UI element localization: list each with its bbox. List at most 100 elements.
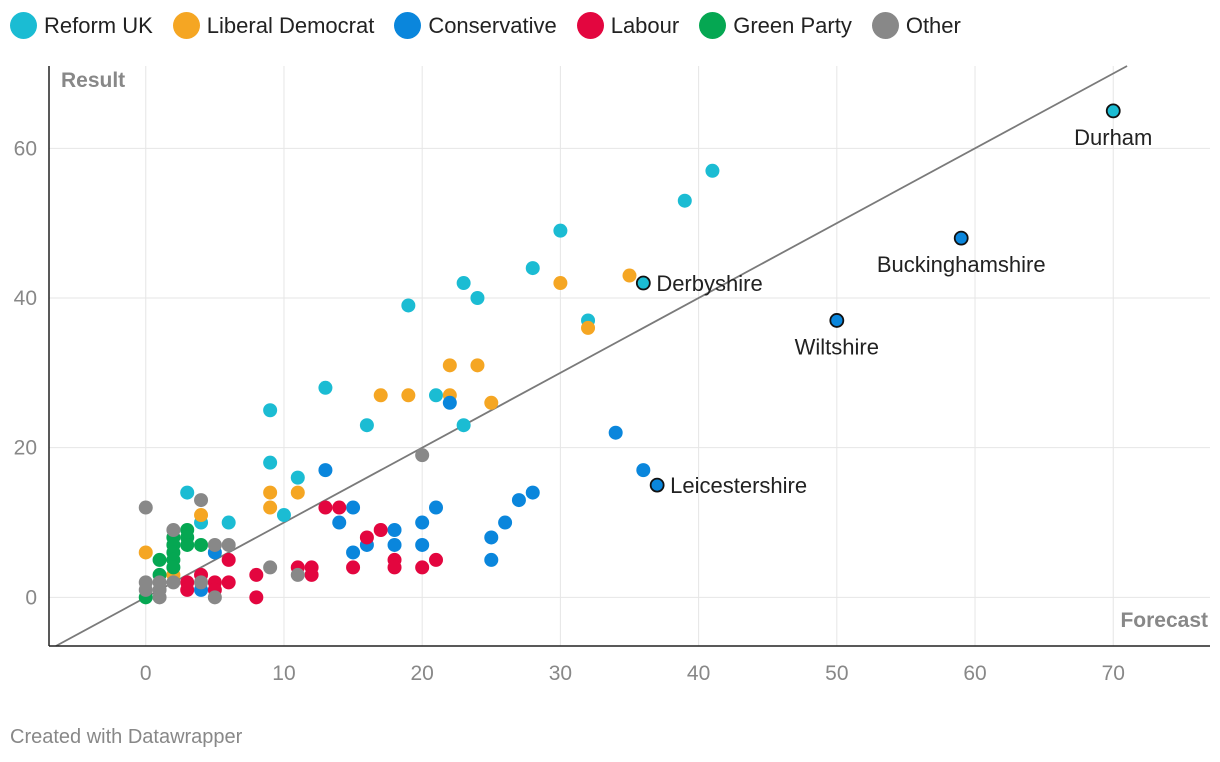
point-libdem — [290, 485, 305, 500]
point-other — [166, 575, 181, 590]
point-green — [166, 560, 181, 575]
point-con — [511, 493, 526, 508]
point-green — [194, 537, 209, 552]
point-other — [263, 560, 278, 575]
point-reform — [705, 163, 720, 178]
annotation-wiltshire: Wiltshire — [795, 334, 879, 359]
point-other — [194, 493, 209, 508]
x-tick-label-30: 30 — [549, 662, 572, 685]
point-con — [429, 500, 443, 515]
highlighted-points: Durham Buckinghamshire Derbyshire Wiltshire… — [635, 103, 1152, 498]
legend-swatch-conservative — [394, 12, 422, 39]
point-reform — [318, 380, 333, 395]
point-reform — [401, 298, 416, 313]
point-libdem — [581, 320, 596, 335]
point-con — [484, 530, 499, 545]
point-libdem — [263, 500, 278, 515]
legend-item-other[interactable]: Other — [871, 12, 961, 39]
point-other — [152, 590, 167, 605]
legend-label-labour: Labour — [610, 12, 680, 38]
point-reform — [276, 508, 291, 523]
point-reform — [470, 291, 485, 305]
point-other — [221, 537, 236, 552]
legend-swatch-reform-uk — [10, 12, 37, 39]
point-other — [138, 582, 153, 597]
highlight-point-leicestershire — [649, 477, 665, 493]
legend-label-reform-uk: Reform UK — [44, 12, 153, 38]
point-con — [608, 425, 623, 440]
point-lab — [304, 567, 319, 582]
point-green — [180, 537, 195, 552]
legend-swatch-green-party — [699, 12, 727, 39]
legend-item-reform-uk[interactable]: Reform UK — [10, 12, 153, 39]
point-con — [387, 537, 402, 552]
point-con — [498, 515, 513, 530]
x-tick-label-70: 70 — [1102, 662, 1125, 685]
highlight-point-wiltshire — [829, 313, 845, 328]
point-lab — [346, 560, 361, 575]
point-other — [207, 590, 222, 605]
point-reform — [429, 388, 443, 403]
point-lab — [373, 523, 388, 537]
highlight-point-durham — [1105, 103, 1121, 119]
point-reform — [359, 418, 374, 433]
point-con — [415, 515, 430, 530]
annotation-durham: Durham — [1074, 125, 1152, 150]
point-libdem — [194, 508, 209, 523]
point-con — [525, 485, 540, 500]
point-reform — [290, 470, 305, 485]
highlight-point-buckinghamshire — [953, 230, 969, 246]
point-lab — [318, 500, 333, 515]
legend-label-conservative: Conservative — [428, 12, 557, 38]
x-tick-label-20: 20 — [410, 662, 433, 685]
point-libdem — [263, 485, 278, 500]
legend-label-liberal-democrat: Liberal Democrat — [206, 12, 375, 38]
point-reform — [263, 455, 278, 470]
point-lab — [249, 567, 264, 582]
legend-item-conservative[interactable]: Conservative — [394, 12, 557, 39]
point-green — [152, 552, 167, 567]
x-tick-label-40: 40 — [687, 662, 710, 685]
point-lab — [249, 590, 264, 605]
data-points — [138, 163, 720, 605]
legend-label-green-party: Green Party — [733, 12, 852, 38]
y-tick-label-40: 40 — [14, 287, 37, 310]
point-con — [442, 395, 457, 410]
point-libdem — [470, 358, 485, 373]
point-con — [415, 537, 430, 552]
legend-item-green-party[interactable]: Green Party — [699, 12, 852, 39]
reference-line — [55, 65, 1128, 647]
point-other — [138, 500, 153, 515]
point-con — [332, 515, 347, 530]
point-libdem — [401, 388, 416, 403]
y-tick-label-20: 20 — [14, 437, 37, 460]
point-reform — [263, 403, 278, 418]
legend-swatch-labour — [576, 12, 604, 39]
point-reform — [677, 193, 692, 208]
point-lab — [415, 560, 430, 575]
point-other — [290, 567, 305, 582]
legend-item-liberal-democrat[interactable]: Liberal Democrat — [172, 12, 375, 39]
point-libdem — [622, 268, 637, 283]
annotation-buckinghamshire: Buckinghamshire — [877, 252, 1046, 277]
point-reform — [180, 485, 195, 500]
point-reform — [525, 261, 540, 276]
point-reform — [553, 223, 568, 238]
y-axis-title: Result — [61, 69, 125, 92]
legend-item-labour[interactable]: Labour — [576, 12, 680, 39]
point-other — [207, 537, 222, 552]
y-tick-label-60: 60 — [14, 137, 37, 160]
x-tick-label-60: 60 — [963, 662, 986, 685]
point-other — [166, 523, 181, 537]
reference-line-group — [55, 65, 1128, 647]
point-libdem — [484, 395, 499, 410]
point-lab — [429, 552, 443, 567]
point-con — [387, 523, 402, 537]
legend-label-other: Other — [905, 12, 961, 38]
point-lab — [180, 582, 195, 597]
scatter-chart: 0 10 20 30 40 50 60 70 0 20 40 60 Durham Buckinghams… — [14, 65, 1210, 685]
x-axis-title: Forecast — [1120, 609, 1208, 632]
point-con — [636, 463, 651, 478]
point-lab — [221, 552, 236, 567]
annotation-leicestershire: Leicestershire — [670, 473, 807, 498]
